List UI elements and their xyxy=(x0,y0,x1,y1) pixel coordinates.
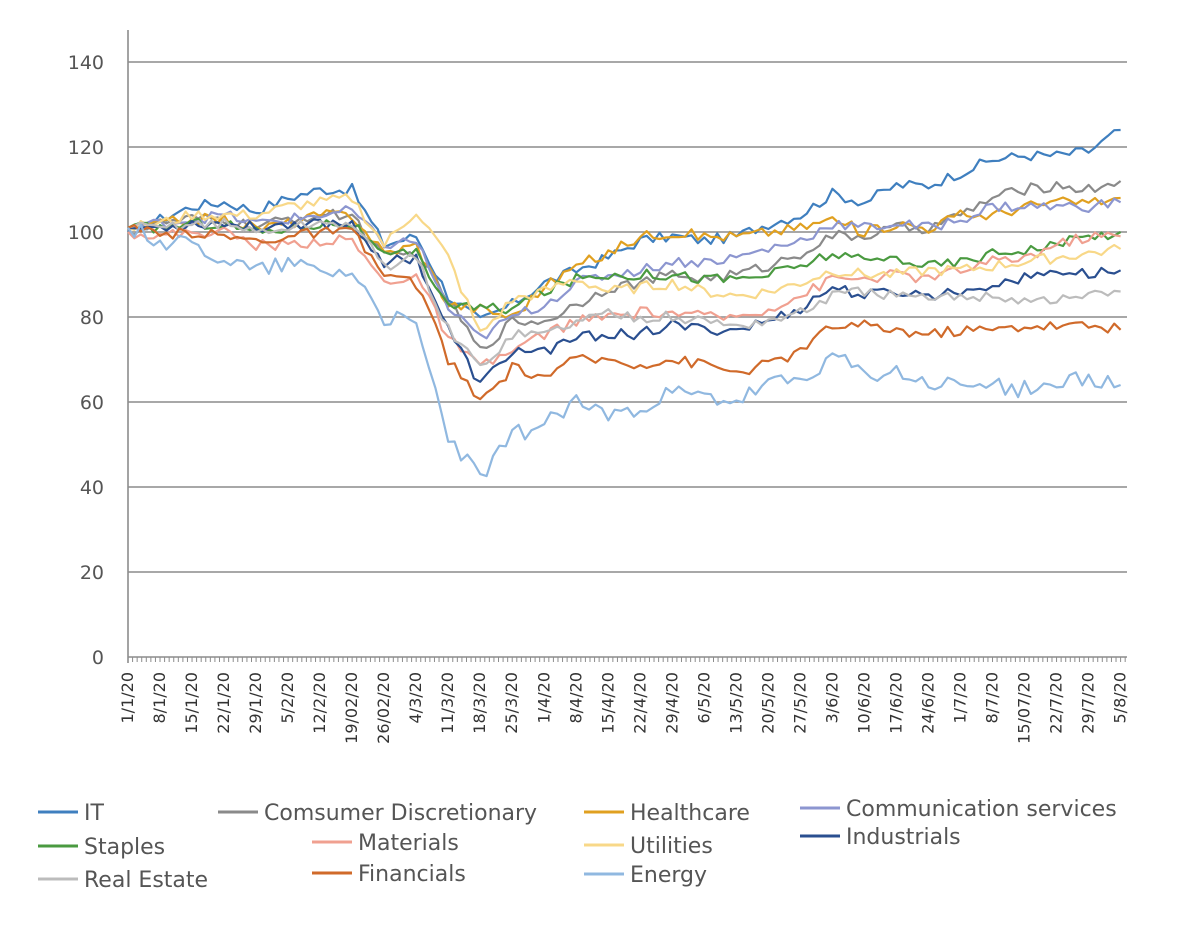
x-tick-label: 19/02/20 xyxy=(342,672,361,744)
legend-item-energy: Energy xyxy=(584,863,707,888)
x-tick-label: 17/6/20 xyxy=(886,672,905,734)
x-tick-label: 26/02/20 xyxy=(374,672,393,744)
series-line-staples xyxy=(127,217,1122,315)
x-tick-label: 20/5/20 xyxy=(758,672,777,734)
series-line-utilities xyxy=(127,193,1122,332)
y-tick-label: 60 xyxy=(80,392,104,414)
x-tick-label: 10/6/20 xyxy=(854,672,873,734)
legend-item-real-estate: Real Estate xyxy=(38,868,208,893)
y-tick-label: 100 xyxy=(68,222,104,244)
x-tick-label: 22/4/20 xyxy=(630,672,649,734)
x-tick-label: 29/7/20 xyxy=(1079,672,1098,734)
y-tick-label: 140 xyxy=(68,52,104,74)
x-tick-label: 12/2/20 xyxy=(310,672,329,734)
x-tick-label: 15/1/20 xyxy=(182,672,201,734)
series-line-industrials xyxy=(127,218,1122,383)
series-line-financials xyxy=(127,224,1122,401)
x-tick-label: 8/7/20 xyxy=(983,672,1002,724)
grid-layer xyxy=(128,61,1127,573)
x-tick-label: 1/1/20 xyxy=(118,672,137,724)
legend-item-comsumer-discretionary: Comsumer Discretionary xyxy=(218,801,537,826)
legend-item-healthcare: Healthcare xyxy=(584,801,750,826)
legend-item-it: IT xyxy=(38,801,104,826)
series-line-communication-services xyxy=(127,197,1122,340)
series-line-healthcare xyxy=(127,196,1121,319)
x-tick-label: 5/2/20 xyxy=(278,672,297,724)
legend-label: IT xyxy=(84,801,104,826)
x-tick-label: 24/6/20 xyxy=(918,672,937,734)
x-tick-label: 1/4/20 xyxy=(534,672,553,724)
x-tick-label: 5/8/20 xyxy=(1111,672,1130,724)
x-tick-label: 11/3/20 xyxy=(438,672,457,734)
x-tick-label: 29/1/20 xyxy=(246,672,265,734)
legend-label: Communication services xyxy=(846,797,1117,822)
series-layer xyxy=(127,128,1122,478)
legend: IT Comsumer Discretionary Healthcare Commun… xyxy=(38,797,1117,893)
legend-label: Utilities xyxy=(630,834,713,859)
x-tick-label: 15/4/20 xyxy=(598,672,617,734)
y-tick-label: 20 xyxy=(80,562,104,584)
legend-item-communication-services: Communication services xyxy=(800,797,1117,822)
legend-label: Comsumer Discretionary xyxy=(264,801,537,826)
y-tick-label: 120 xyxy=(68,137,104,159)
legend-label: Real Estate xyxy=(84,868,208,893)
legend-item-utilities: Utilities xyxy=(584,834,713,859)
x-tick-label: 22/1/20 xyxy=(214,672,233,734)
x-tick-label: 4/3/20 xyxy=(406,672,425,724)
x-tick-label: 22/7/20 xyxy=(1047,672,1066,734)
legend-label: Staples xyxy=(84,835,165,860)
legend-item-financials: Financials xyxy=(312,862,466,887)
x-tick-label: 13/5/20 xyxy=(726,672,745,734)
x-tick-label: 25/3/20 xyxy=(502,672,521,734)
x-tick-label: 3/6/20 xyxy=(822,672,841,724)
x-tick-label: 6/5/20 xyxy=(694,672,713,724)
x-tick-label: 8/4/20 xyxy=(566,672,585,724)
legend-label: Energy xyxy=(630,863,707,888)
legend-item-staples: Staples xyxy=(38,835,165,860)
legend-label: Financials xyxy=(358,862,466,887)
series-line-real-estate xyxy=(127,217,1121,367)
x-tick-label: 1/7/20 xyxy=(951,672,970,724)
legend-label: Industrials xyxy=(846,825,961,850)
y-tick-label: 80 xyxy=(80,307,104,329)
x-tick-label: 15/07/20 xyxy=(1015,672,1034,744)
y-tick-label: 40 xyxy=(80,477,104,499)
y-tick-label: 0 xyxy=(92,647,104,669)
x-tick-label: 18/3/20 xyxy=(470,672,489,734)
x-tick-label: 27/5/20 xyxy=(790,672,809,734)
series-line-energy xyxy=(127,223,1121,478)
x-tick-label: 29/4/20 xyxy=(662,672,681,734)
legend-item-materials: Materials xyxy=(312,831,459,856)
x-tick-label: 8/1/20 xyxy=(150,672,169,724)
axis-layer: 0 20 40 60 80 100 120 140 1/1/20 8/1/20 15/1/20 22/… xyxy=(68,30,1130,744)
legend-label: Materials xyxy=(358,831,459,856)
legend-label: Healthcare xyxy=(630,801,750,826)
legend-item-industrials: Industrials xyxy=(800,825,961,850)
series-line-it xyxy=(127,128,1121,319)
